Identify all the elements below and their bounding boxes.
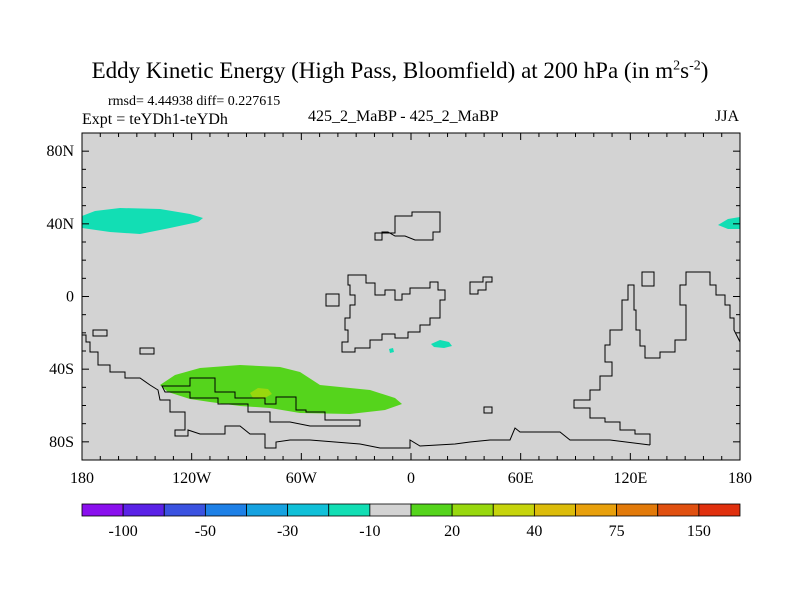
- anomaly-region-sh-core: [250, 388, 272, 399]
- chart-title: Eddy Kinetic Energy (High Pass, Bloomfie…: [91, 58, 709, 83]
- colorbar-swatch: [410, 503, 453, 517]
- colorbar-swatch: [204, 503, 247, 517]
- coastlines: [82, 211, 741, 449]
- colorbar-swatch: [451, 503, 494, 517]
- stats-label: rmsd= 4.44938 diff= 0.227615: [108, 94, 281, 109]
- colorbar-swatch: [616, 503, 659, 517]
- colorbar-swatch: [369, 503, 412, 517]
- colorbar-label: -10: [359, 523, 380, 540]
- coastline-south-land: [161, 377, 361, 427]
- anomaly-region-nh-west: [82, 208, 203, 234]
- season-label: JJA: [715, 108, 740, 125]
- y-tick-label: 40N: [46, 216, 74, 233]
- colorbar-swatch: [287, 503, 330, 517]
- map-axes: 180 120W 60W 0 60E 120E 180 80N 40N 0 40S 80S: [46, 132, 752, 487]
- x-tick-label: 0: [407, 470, 415, 487]
- colorbar-label: -50: [195, 523, 216, 540]
- coastline-sh-isle-3: [483, 406, 493, 414]
- y-tick-label: 80S: [49, 434, 74, 451]
- colorbar-swatch: [328, 503, 371, 517]
- x-tick-label: 120E: [613, 470, 647, 487]
- y-tick-label: 80N: [46, 143, 74, 160]
- x-tick-label: 60E: [508, 470, 534, 487]
- coastline-small-island-1: [325, 293, 340, 307]
- x-tick-label: 180: [70, 470, 94, 487]
- coastline-sh-isle-1: [92, 329, 108, 337]
- anomaly-regions: [82, 208, 740, 414]
- colorbar-label: 75: [609, 523, 625, 540]
- x-tick-label: 60W: [286, 470, 318, 487]
- comparison-label: 425_2_MaBP - 425_2_MaBP: [308, 108, 499, 125]
- colorbar-swatch: [698, 503, 741, 517]
- coastline-east-continent: [573, 271, 741, 445]
- coastline-small-island-2: [469, 276, 493, 295]
- colorbar: -100 -50 -30 -10 20 40 75 150: [81, 503, 741, 540]
- colorbar-swatch: [246, 503, 289, 517]
- colorbar-swatch: [122, 503, 165, 517]
- colorbar-swatch: [163, 503, 206, 517]
- anomaly-region-nh-east: [718, 217, 740, 229]
- experiment-label: Expt = teYDh1-teYDh: [82, 111, 228, 128]
- colorbar-swatch: [657, 503, 700, 517]
- coastline-sh-isle-2: [139, 347, 155, 355]
- colorbar-swatch: [81, 503, 124, 517]
- y-tick-label: 0: [66, 289, 74, 306]
- coastline-mid-continent: [341, 274, 446, 353]
- map-background: [82, 133, 740, 460]
- anomaly-region-sh-jet: [160, 365, 402, 414]
- coastline-antarctica: [82, 334, 651, 449]
- colorbar-label: -30: [277, 523, 298, 540]
- coastline-small-island-3: [641, 271, 655, 287]
- anomaly-region-africa: [431, 340, 452, 348]
- y-tick-label: 40S: [49, 361, 74, 378]
- colorbar-swatch: [575, 503, 618, 517]
- x-tick-label: 120W: [172, 470, 212, 487]
- coastline-north-america: [374, 211, 441, 241]
- colorbar-label: 150: [687, 523, 711, 540]
- colorbar-label: -100: [108, 523, 137, 540]
- colorbar-label: 20: [444, 523, 460, 540]
- colorbar-swatch: [492, 503, 535, 517]
- x-tick-label: 180: [728, 470, 752, 487]
- colorbar-swatch: [533, 503, 576, 517]
- anomaly-region-dot: [389, 348, 394, 353]
- colorbar-label: 40: [526, 523, 542, 540]
